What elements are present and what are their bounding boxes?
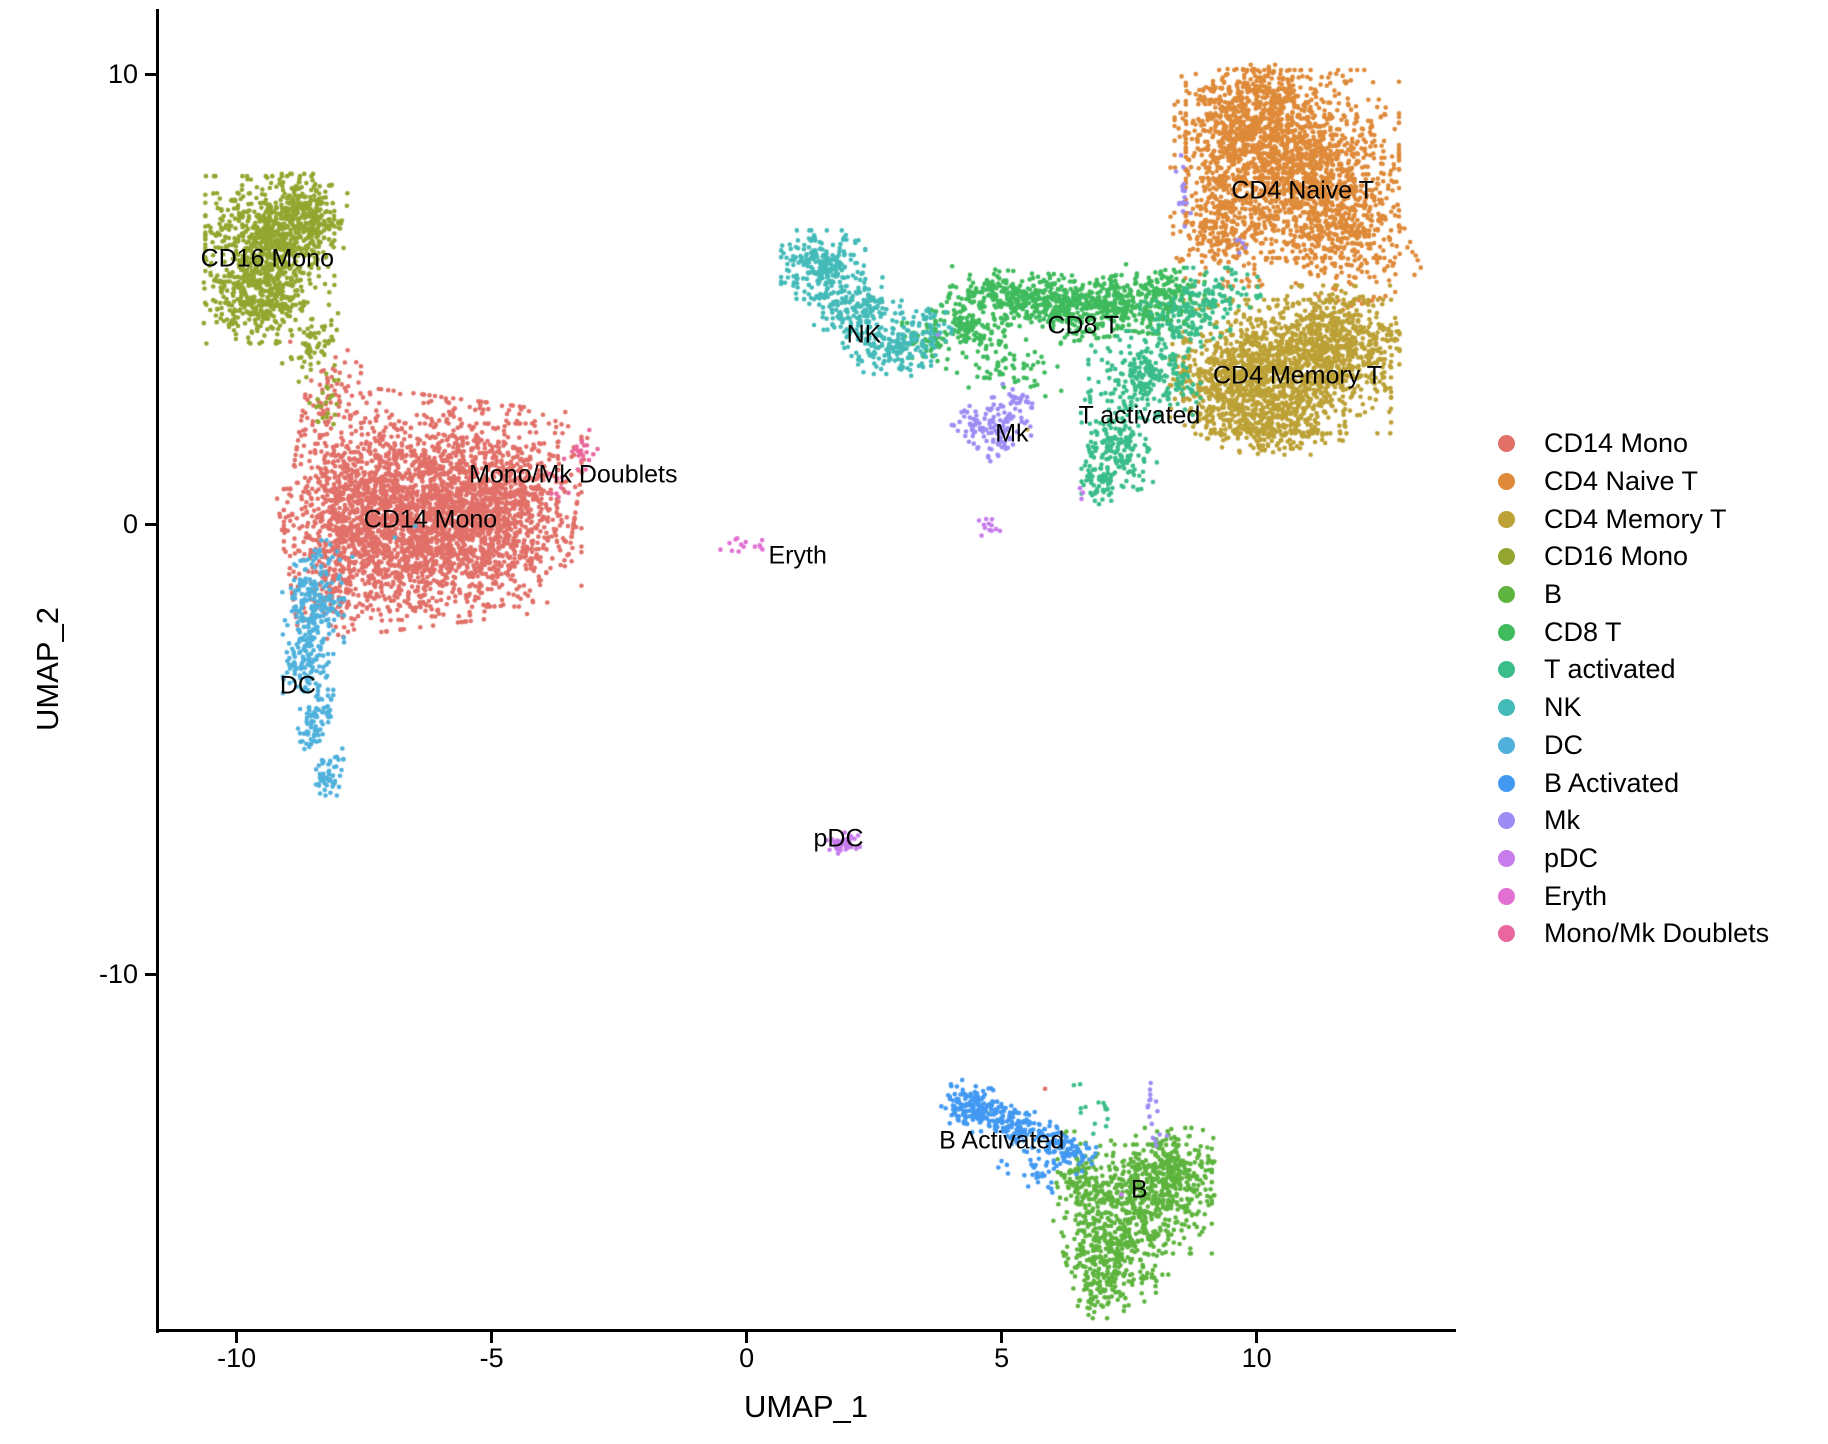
legend-color-dot-icon <box>1498 849 1515 867</box>
cluster-label-cd14-mono: CD14 Mono <box>363 505 498 533</box>
legend-color-dot-icon <box>1498 661 1515 679</box>
cluster-label-b: B <box>1131 1175 1148 1204</box>
cluster-label-dc: DC <box>279 671 316 700</box>
legend-item-cd8-t: CD8 T <box>1498 613 1769 651</box>
legend-item-label: Mk <box>1544 805 1580 836</box>
x-axis-title: UMAP_1 <box>743 1389 869 1424</box>
legend-color-dot-icon <box>1498 812 1515 830</box>
legend-color-dot-icon <box>1498 586 1515 604</box>
x-tick-label: -10 <box>217 1343 257 1373</box>
legend-item-label: CD14 Mono <box>1544 428 1689 459</box>
legend-item-label: CD8 T <box>1544 616 1622 647</box>
y-tick-mark <box>145 72 156 76</box>
cluster-label-t-activated: T activated <box>1078 401 1201 430</box>
cluster-label-pdc: pDC <box>813 824 864 853</box>
legend-item-eryth: Eryth <box>1498 877 1769 915</box>
legend-item-label: CD4 Naive T <box>1544 466 1699 497</box>
legend-item-label: NK <box>1544 692 1582 723</box>
x-axis-line <box>156 1329 1456 1332</box>
x-tick-label: -5 <box>479 1343 504 1373</box>
cluster-label-b-activated: B Activated <box>939 1126 1065 1154</box>
cluster-label-cd4-memory-t: CD4 Memory T <box>1212 361 1383 389</box>
y-tick-mark <box>145 522 156 526</box>
legend-item-nk: NK <box>1498 689 1769 727</box>
legend-item-cd16-mono: CD16 Mono <box>1498 538 1769 576</box>
legend: CD14 Mono CD4 Naive T CD4 Memory T CD16 Mon… <box>1498 425 1769 953</box>
legend-item-b: B <box>1498 576 1769 614</box>
legend-item-t-activated: T activated <box>1498 651 1769 689</box>
legend-item-label: pDC <box>1544 842 1599 873</box>
legend-item-label: B <box>1544 579 1563 610</box>
cluster-label-eryth: Eryth <box>768 541 827 569</box>
y-tick-label: -10 <box>98 959 138 989</box>
legend-color-dot-icon <box>1498 623 1515 641</box>
cluster-label-cd4-naive-t: CD4 Naive T <box>1231 176 1374 205</box>
legend-item-cd4-memory-t: CD4 Memory T <box>1498 500 1769 538</box>
legend-color-dot-icon <box>1498 925 1515 943</box>
legend-item-label: T activated <box>1544 654 1676 685</box>
legend-item-cd14-mono: CD14 Mono <box>1498 425 1769 463</box>
y-tick-label: 10 <box>107 59 138 89</box>
y-tick-label: 0 <box>122 509 138 539</box>
x-tick-mark <box>1000 1332 1004 1343</box>
y-axis-line <box>156 9 159 1333</box>
legend-item-label: B Activated <box>1544 767 1680 798</box>
x-tick-label: 0 <box>739 1343 755 1373</box>
legend-item-pdc: pDC <box>1498 840 1769 878</box>
legend-color-dot-icon <box>1498 699 1515 717</box>
x-tick-mark <box>235 1332 239 1343</box>
legend-item-dc: DC <box>1498 727 1769 765</box>
cluster-label-mk: Mk <box>995 419 1029 448</box>
legend-item-label: CD16 Mono <box>1544 541 1689 572</box>
legend-item-label: CD4 Memory T <box>1544 503 1727 534</box>
legend-item-b-activated: B Activated <box>1498 764 1769 802</box>
legend-item-mk: Mk <box>1498 802 1769 840</box>
legend-color-dot-icon <box>1498 736 1515 754</box>
legend-color-dot-icon <box>1498 774 1515 792</box>
legend-color-dot-icon <box>1498 435 1515 453</box>
y-axis-title: UMAP_2 <box>30 606 65 732</box>
legend-color-dot-icon <box>1498 548 1515 566</box>
legend-color-dot-icon <box>1498 887 1515 905</box>
cluster-label-mono-mk-doublets: Mono/Mk Doublets <box>469 460 678 488</box>
legend-item-mono-mk-doublets: Mono/Mk Doublets <box>1498 915 1769 953</box>
x-tick-mark <box>1255 1332 1259 1343</box>
legend-color-dot-icon <box>1498 473 1515 491</box>
x-tick-mark <box>745 1332 749 1343</box>
y-tick-mark <box>145 972 156 976</box>
cluster-label-nk: NK <box>846 320 882 349</box>
legend-item-label: DC <box>1544 729 1583 760</box>
cluster-label-cd16-mono: CD16 Mono <box>200 244 334 272</box>
legend-item-label: Eryth <box>1544 880 1608 911</box>
legend-color-dot-icon <box>1498 510 1515 528</box>
legend-item-label: Mono/Mk Doublets <box>1544 918 1770 949</box>
cluster-label-cd8-t: CD8 T <box>1047 311 1120 340</box>
x-tick-label: 5 <box>994 1343 1010 1373</box>
legend-item-cd4-naive-t: CD4 Naive T <box>1498 463 1769 501</box>
x-tick-label: 10 <box>1241 1343 1272 1373</box>
x-tick-mark <box>490 1332 494 1343</box>
